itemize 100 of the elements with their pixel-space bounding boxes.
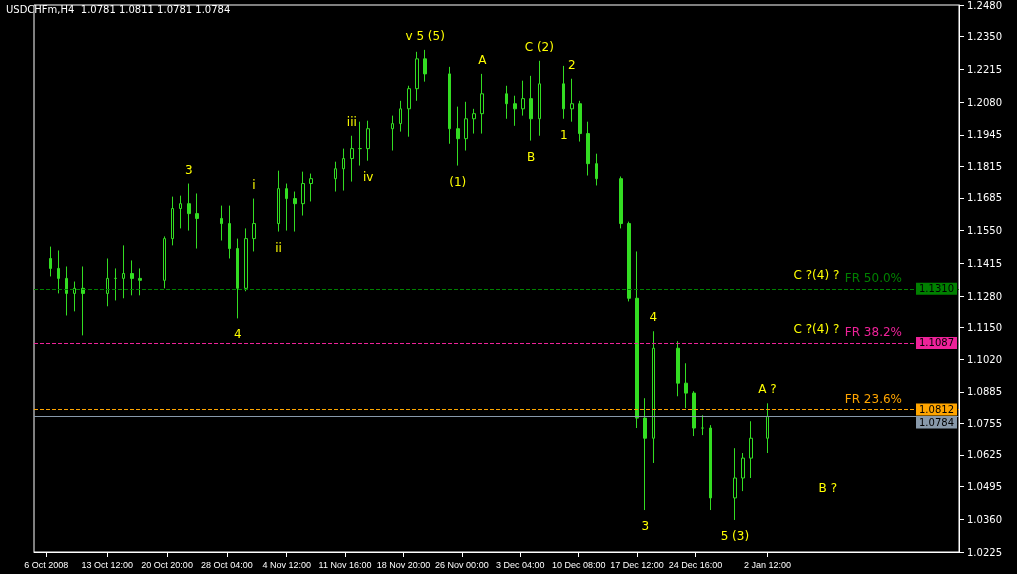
candlestick bbox=[521, 80, 525, 117]
candlestick bbox=[171, 196, 174, 246]
candlestick bbox=[342, 148, 345, 192]
candlestick bbox=[309, 173, 313, 202]
candlestick bbox=[578, 100, 582, 143]
annotation: (1) bbox=[449, 174, 467, 189]
candlestick bbox=[391, 115, 394, 152]
annotation: 1 bbox=[559, 127, 568, 142]
y-tick-label: 1.2350 bbox=[967, 31, 1002, 43]
y-tick-label: 1.0495 bbox=[967, 481, 1002, 493]
candlestick bbox=[709, 424, 712, 511]
y-tick-label: 1.0225 bbox=[967, 546, 1002, 558]
y-tick-label: 1.1415 bbox=[967, 257, 1002, 269]
candlestick bbox=[81, 265, 85, 336]
y-tick-label: 1.1945 bbox=[967, 129, 1002, 141]
candlestick bbox=[293, 191, 297, 233]
candlestick bbox=[692, 390, 696, 437]
annotation: 2 bbox=[568, 57, 576, 72]
annotation: 3 bbox=[185, 162, 193, 177]
candlestick bbox=[733, 447, 737, 521]
x-tick-label: 17 Dec 12:00 bbox=[610, 559, 664, 570]
candlestick bbox=[301, 171, 305, 217]
annotation: B ? bbox=[818, 481, 838, 495]
candlestick bbox=[106, 257, 109, 307]
candlestick bbox=[415, 51, 419, 102]
candlestick bbox=[73, 281, 76, 312]
ref-line-label: FR 50.0% bbox=[844, 270, 902, 285]
annotation: C (2) bbox=[524, 39, 554, 54]
annotation: ii bbox=[275, 240, 282, 255]
candlestick bbox=[741, 452, 745, 492]
y-tick-label: 1.1815 bbox=[967, 160, 1002, 172]
candlestick bbox=[529, 75, 533, 142]
candlestick bbox=[57, 249, 60, 294]
candlestick bbox=[456, 106, 460, 167]
x-tick-label: 20 Oct 20:00 bbox=[141, 559, 193, 570]
annotation: 3 bbox=[641, 519, 650, 534]
candlestick bbox=[480, 73, 484, 135]
candlestick bbox=[749, 420, 753, 479]
candlestick bbox=[65, 265, 68, 316]
candlestick bbox=[701, 414, 704, 436]
annotation: 1.0784 bbox=[919, 417, 955, 429]
candlestick bbox=[448, 66, 451, 145]
y-tick-label: 1.1020 bbox=[967, 353, 1002, 365]
candlestick bbox=[277, 170, 280, 233]
candlestick bbox=[676, 340, 680, 397]
candlestick bbox=[464, 101, 468, 152]
annotation: 1.1087 bbox=[919, 337, 955, 349]
annotation: B bbox=[527, 149, 536, 164]
y-tick-label: 1.0360 bbox=[967, 513, 1002, 525]
candlestick bbox=[187, 183, 191, 232]
y-tick-label: 1.2080 bbox=[967, 96, 1002, 108]
annotation: 4 bbox=[649, 310, 658, 325]
x-tick-label: 24 Dec 16:00 bbox=[668, 559, 723, 570]
candlestick bbox=[195, 192, 199, 250]
candlestick bbox=[358, 121, 362, 167]
x-tick-label: 4 Nov 12:00 bbox=[262, 559, 311, 570]
candlestick bbox=[595, 153, 598, 186]
annotation: 5 (3) bbox=[720, 528, 750, 543]
candlestick bbox=[122, 244, 125, 299]
candlestick bbox=[285, 183, 288, 232]
candlestick bbox=[252, 198, 256, 252]
annotation: 4 bbox=[233, 327, 242, 342]
candlestick bbox=[228, 205, 231, 259]
candlestick bbox=[635, 250, 639, 429]
candlestick bbox=[513, 95, 517, 127]
candlestick bbox=[220, 205, 223, 242]
y-tick-label: 1.1150 bbox=[967, 322, 1002, 334]
candlestick bbox=[407, 85, 411, 138]
y-tick-label: 1.2480 bbox=[967, 0, 1002, 11]
candlestick bbox=[505, 85, 508, 120]
candlestick bbox=[652, 330, 655, 464]
candlestick bbox=[570, 78, 574, 123]
annotation: C ?(4) ? bbox=[793, 267, 840, 282]
candlestick bbox=[399, 100, 402, 133]
candlestick bbox=[114, 267, 117, 301]
candlestick bbox=[236, 238, 239, 319]
x-tick-label: 3 Dec 04:00 bbox=[496, 559, 545, 570]
candlestick bbox=[586, 121, 590, 177]
candlestick bbox=[49, 246, 52, 277]
x-tick-label: 6 Oct 2008 bbox=[24, 559, 69, 570]
annotation: A ? bbox=[758, 382, 777, 397]
candlestick bbox=[627, 221, 631, 302]
annotation: A bbox=[478, 52, 488, 67]
ref-line-label: FR 23.6% bbox=[844, 391, 902, 406]
candlestick bbox=[334, 161, 337, 193]
annotation: i bbox=[252, 177, 256, 192]
x-tick-label: 26 Nov 00:00 bbox=[435, 559, 489, 570]
y-tick-label: 1.0625 bbox=[967, 449, 1002, 461]
chart-title: USDCHFm,H4 1.0781 1.0811 1.0781 1.0784 bbox=[6, 3, 231, 15]
x-tick-label: 10 Dec 08:00 bbox=[551, 559, 606, 570]
candlestick bbox=[350, 135, 354, 183]
candlestick bbox=[130, 259, 134, 296]
annotation: iv bbox=[362, 169, 374, 184]
candlestick bbox=[163, 235, 166, 289]
x-tick-label: 28 Oct 04:00 bbox=[201, 559, 253, 570]
y-tick-label: 1.0755 bbox=[967, 417, 1002, 429]
annotation: iii bbox=[346, 114, 357, 129]
y-tick-label: 1.0885 bbox=[967, 386, 1002, 398]
annotation: v 5 (5) bbox=[405, 28, 445, 43]
candlestick bbox=[179, 195, 182, 229]
